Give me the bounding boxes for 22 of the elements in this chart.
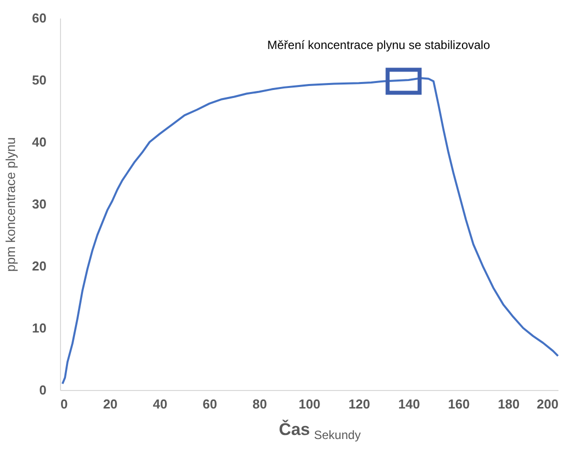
y-tick-label: 0 [39, 382, 46, 398]
line-series [61, 77, 559, 385]
x-tick-label: 80 [252, 396, 267, 412]
x-axis-title: Čas Sekundy [278, 419, 361, 442]
x-tick-label: 180 [498, 396, 520, 412]
y-tick-label: 20 [32, 258, 46, 274]
x-tick-label: 40 [152, 396, 168, 412]
y-tick-label: 10 [32, 320, 46, 336]
x-tick-label: 100 [298, 396, 320, 412]
y-tick-label: 60 [32, 10, 46, 26]
y-axis-title: ppm koncentrace plynu [3, 137, 18, 272]
y-tick-label: 50 [32, 72, 46, 88]
x-tick-label: 120 [348, 396, 370, 412]
annotation: Měření koncentrace plynu se stabilizovalo [267, 38, 490, 52]
x-tick-label: 20 [103, 396, 118, 412]
y-tick-label: 30 [32, 196, 46, 212]
x-tick-label: 200 [536, 396, 558, 412]
x-tick-label: 60 [202, 396, 218, 412]
x-tick-label: 0 [60, 396, 68, 412]
y-tick-label: 40 [32, 134, 46, 150]
x-tick-label: 160 [448, 396, 470, 412]
x-tick-label: 140 [398, 396, 420, 412]
